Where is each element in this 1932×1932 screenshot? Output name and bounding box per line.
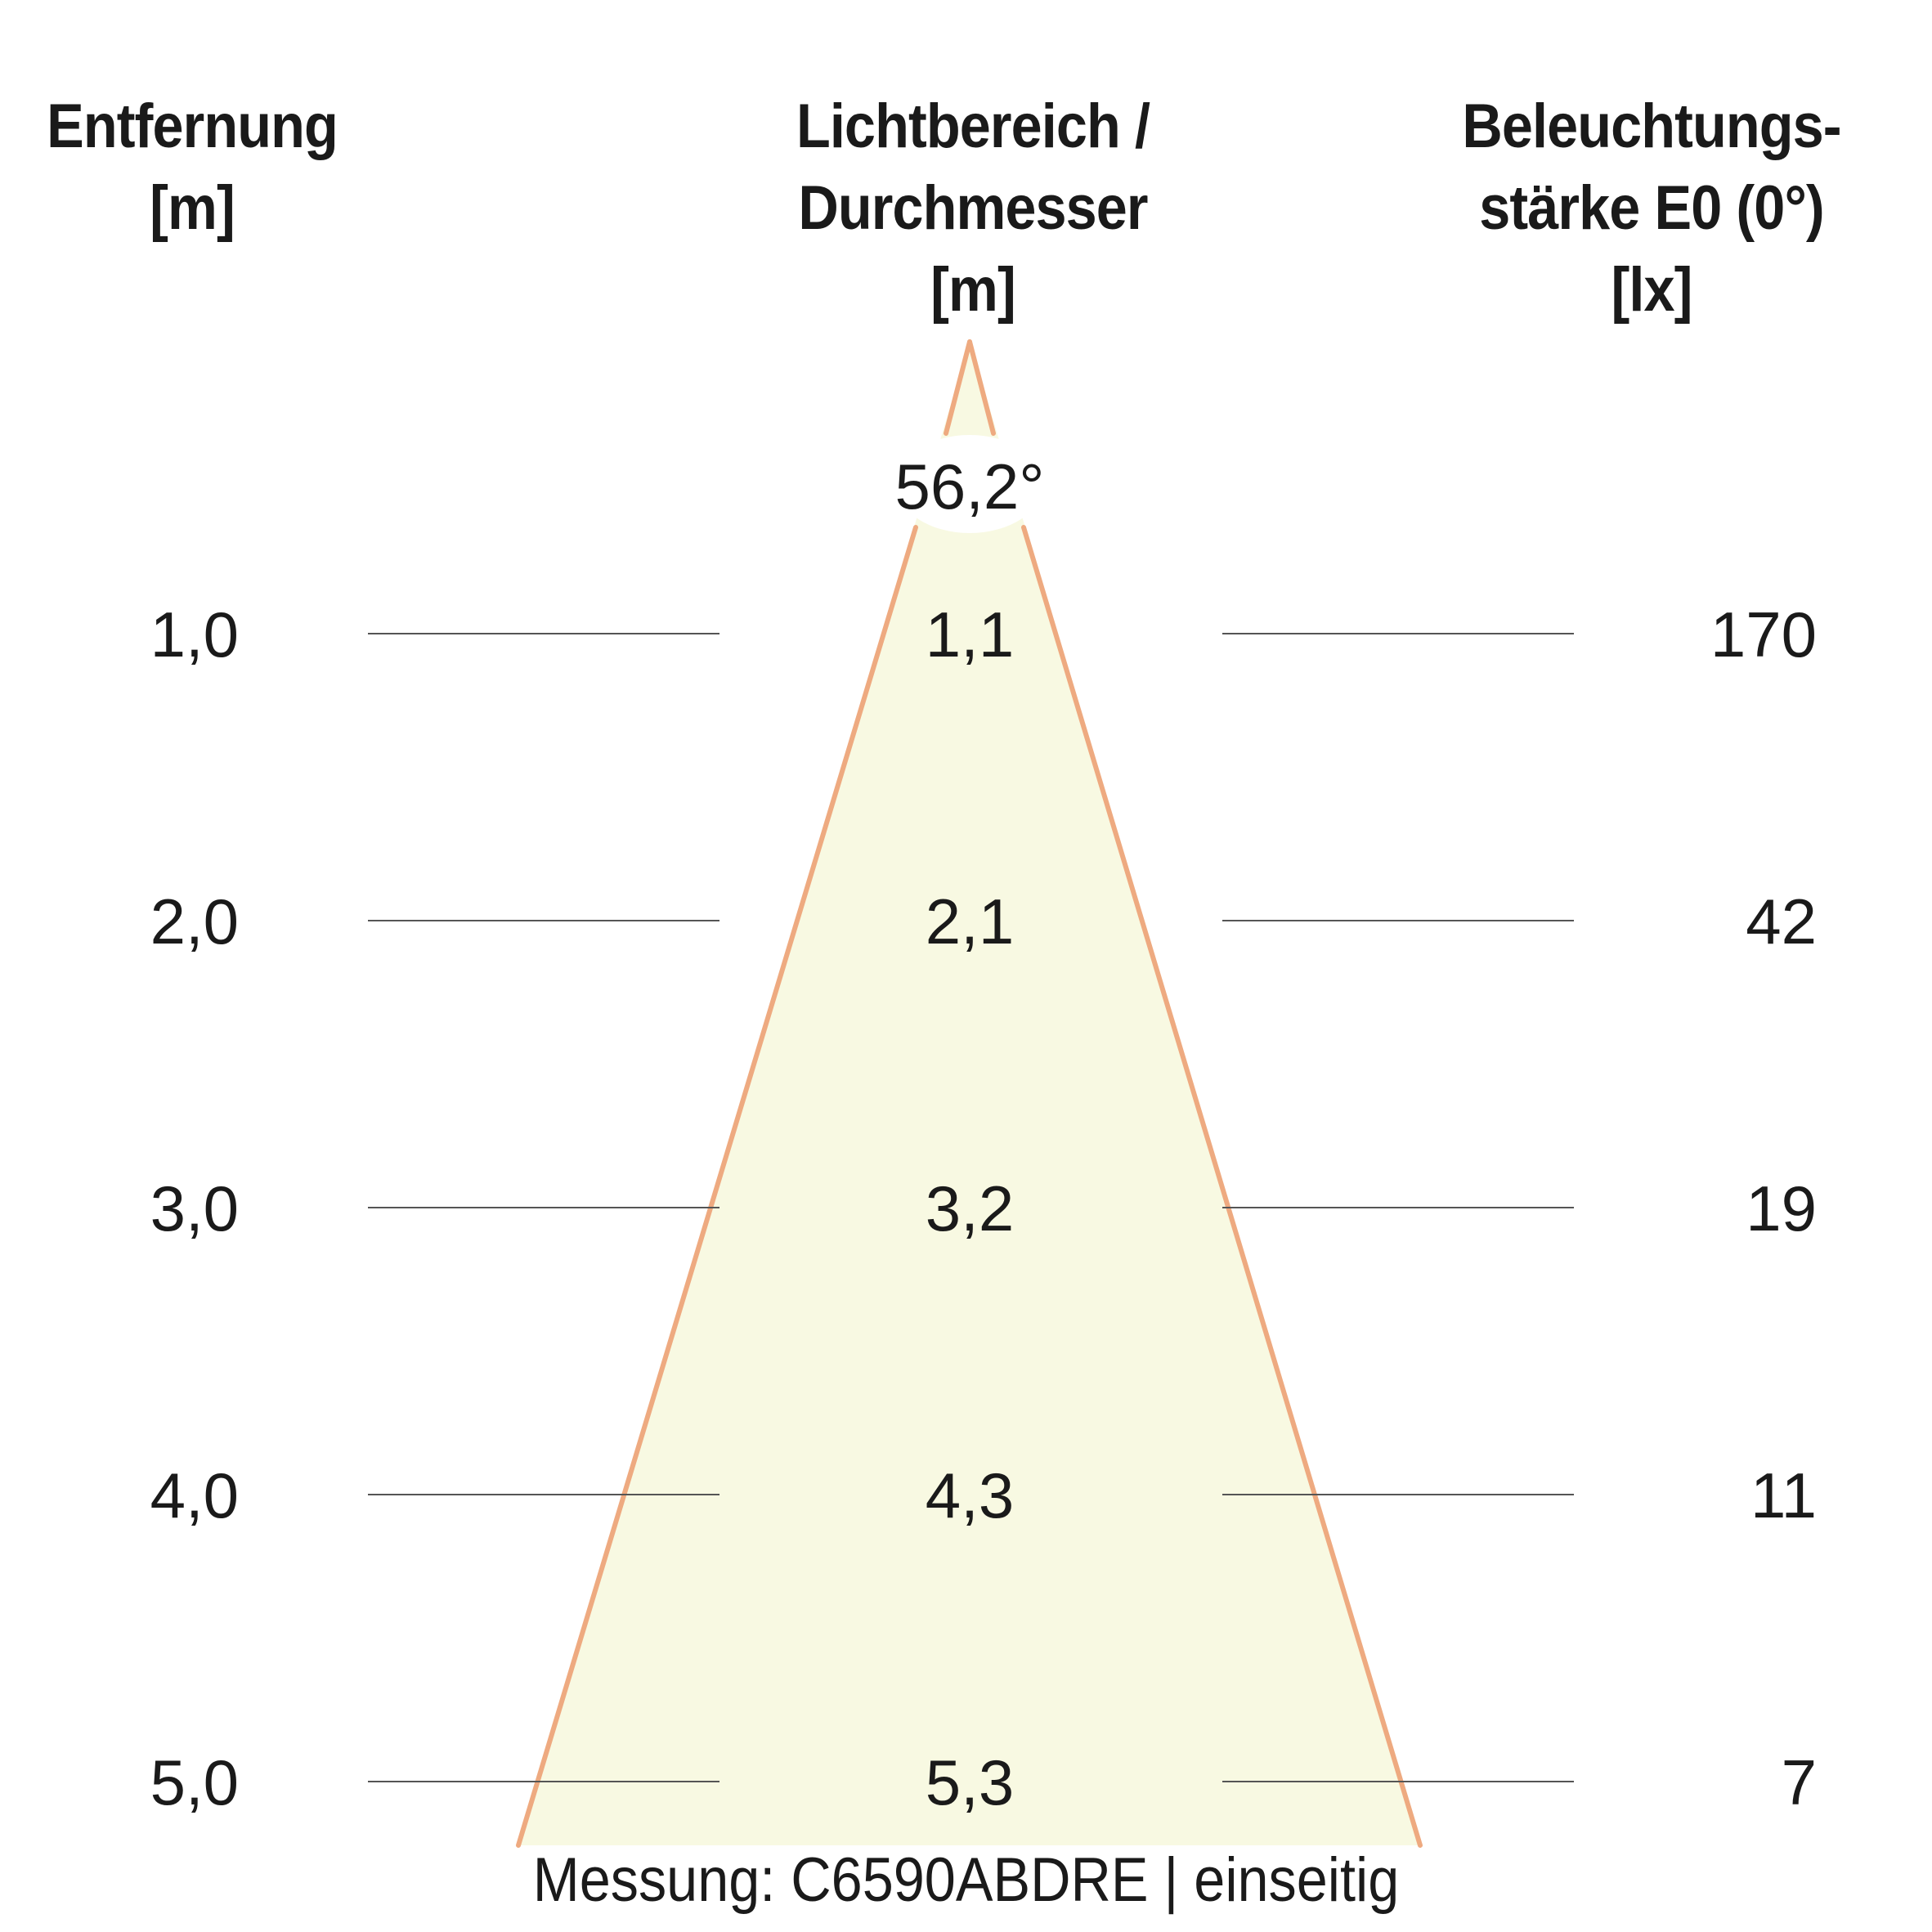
header-distance-unit: [m] (150, 173, 235, 243)
distance-value: 1,0 (150, 598, 239, 670)
distance-value: 5,0 (150, 1746, 239, 1818)
header-illuminance: Beleuchtungs- stärke E0 (0°) [lx] (1431, 86, 1872, 331)
distance-value: 4,0 (150, 1459, 239, 1531)
header-illuminance-line-2: stärke E0 (0°) (1479, 173, 1824, 243)
diameter-value: 4,3 (926, 1459, 1014, 1531)
header-diameter-line-2: Durchmesser (798, 173, 1148, 243)
header-distance-line-1: Entfernung (47, 92, 338, 161)
beam-angle-label: 56,2° (894, 451, 1044, 522)
illuminance-value: 11 (1750, 1459, 1817, 1531)
diameter-value: 3,2 (926, 1172, 1014, 1244)
beam-angle-background (896, 435, 1043, 533)
light-cone-right-edge (967, 339, 1423, 1848)
footer-measurement: Messung: C6590ABDRE | einseitig (532, 1845, 1400, 1915)
light-cone-left-edge (516, 339, 972, 1848)
header-diameter: Lichtbereich / Durchmesser [m] (745, 86, 1201, 331)
distance-value: 2,0 (150, 885, 239, 957)
illuminance-value: 7 (1782, 1746, 1817, 1818)
diameter-value: 2,1 (926, 885, 1014, 957)
illuminance-value: 19 (1746, 1172, 1817, 1244)
illuminance-value: 170 (1710, 598, 1817, 670)
header-illuminance-unit: [lx] (1611, 255, 1693, 325)
header-diameter-line-1: Lichtbereich / (796, 92, 1150, 161)
light-cone (518, 342, 1420, 1845)
header-illuminance-line-1: Beleuchtungs- (1462, 92, 1841, 161)
rows-layer: 1,0 1,1 170 2,0 2,1 42 3,0 3,2 19 4,0 4,3 11 5,0 5,3 7 (150, 598, 1817, 1818)
distance-value: 3,0 (150, 1172, 239, 1244)
diameter-value: 5,3 (926, 1746, 1014, 1818)
diameter-value: 1,1 (926, 598, 1014, 670)
illuminance-value: 42 (1746, 885, 1817, 957)
header-distance: Entfernung [m] (34, 86, 351, 249)
header-diameter-unit: [m] (930, 255, 1016, 325)
